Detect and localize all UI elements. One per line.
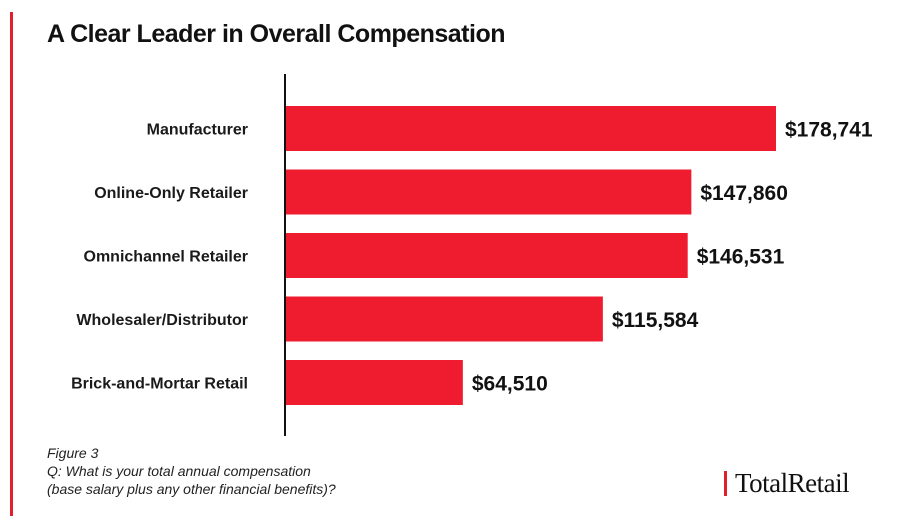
footnote: Figure 3 Q: What is your total annual co… [47, 444, 336, 498]
category-label: Manufacturer [147, 122, 248, 139]
bar-3 [286, 296, 603, 342]
category-label: Omnichannel Retailer [84, 249, 249, 266]
brand-name: TotalRetail [735, 468, 850, 498]
bar-1 [286, 169, 692, 215]
value-label: $147,860 [700, 182, 788, 205]
category-label: Wholesaler/Distributor [76, 312, 248, 329]
question-line-1: Q: What is your total annual compensatio… [47, 463, 311, 479]
category-label: Brick-and-Mortar Retail [71, 376, 248, 393]
value-label: $64,510 [472, 373, 548, 396]
value-label: $178,741 [785, 119, 873, 142]
value-label: $146,531 [697, 246, 785, 269]
question-line-2: (base salary plus any other financial be… [47, 481, 336, 497]
accent-rule [10, 12, 13, 516]
bar-2 [286, 233, 688, 278]
bar-4 [286, 360, 463, 405]
brand-logo: TotalRetail [724, 468, 850, 499]
figure-label: Figure 3 [47, 445, 99, 461]
category-label: Online-Only Retailer [94, 185, 248, 202]
value-label: $115,584 [612, 309, 699, 332]
brand-accent-bar [724, 471, 727, 496]
bar-0 [286, 106, 776, 151]
page-title: A Clear Leader in Overall Compensation [47, 20, 506, 48]
